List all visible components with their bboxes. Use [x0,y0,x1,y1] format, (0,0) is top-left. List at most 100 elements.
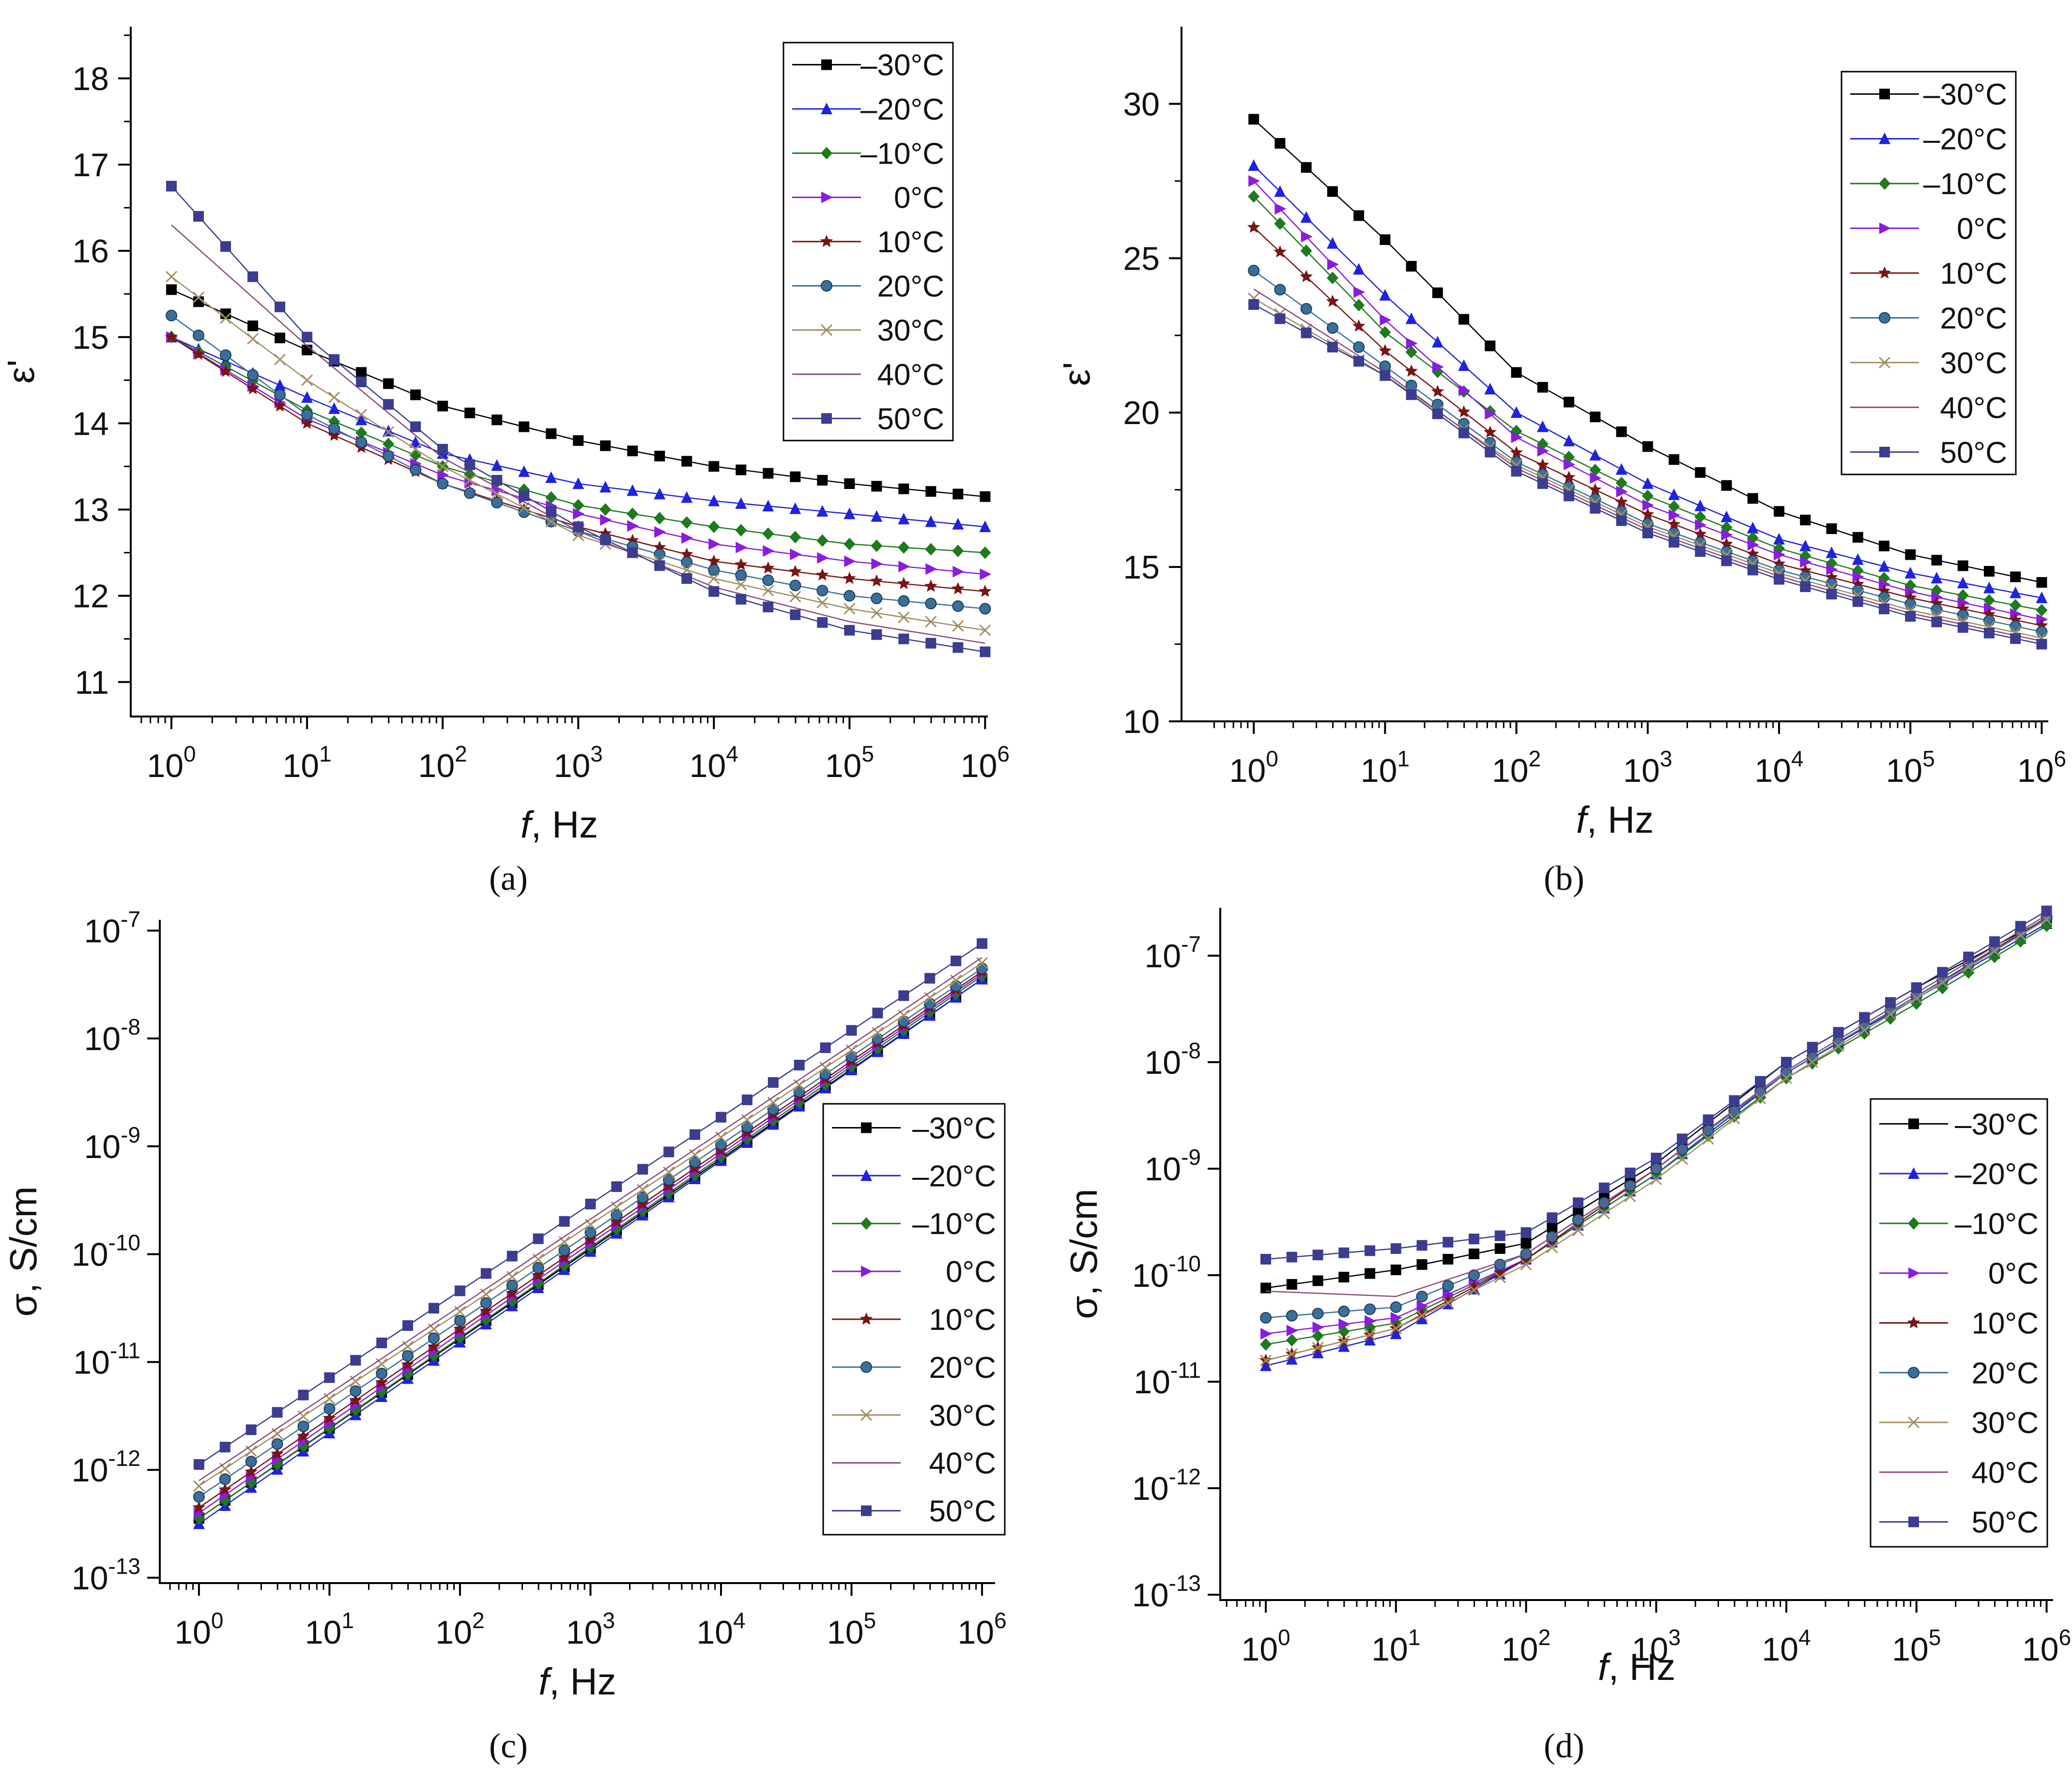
data-point [1957,622,1968,633]
data-point [1721,529,1733,541]
data-point [1573,1197,1584,1208]
data-point [736,541,748,553]
x-tick-label: 106 [2017,746,2066,789]
legend: –30°C –20°C –10°C 0°C 10°C 20°C 30°C 40°C 50°C [822,1103,1006,1536]
data-point [1536,420,1549,432]
data-point [246,382,260,395]
data-point [1260,1254,1272,1265]
data-point [1312,1329,1324,1342]
data-point [1989,936,2000,947]
data-point [762,500,774,512]
data-point [300,416,314,429]
data-point [218,1483,232,1495]
data-point [558,1250,571,1263]
data-point [1469,1234,1480,1245]
data-point [1443,1254,1454,1265]
legend-label: 10°C [1971,1307,2039,1341]
data-point [219,1442,230,1453]
data-point [491,488,503,500]
data-point [844,507,856,519]
data-point [355,409,368,421]
data-point [871,607,883,619]
data-point [762,574,774,586]
data-point [1537,478,1548,489]
data-point [1931,616,1942,627]
data-point [1260,1359,1272,1371]
legend-label: –30°C [1955,1108,2039,1141]
data-point [715,1139,727,1151]
data-point [1957,560,1968,571]
data-point [245,1465,258,1478]
data-point [1390,1301,1402,1313]
data-point [1260,1328,1273,1340]
data-point [247,271,259,282]
data-point [491,485,504,497]
data-point [1443,1236,1454,1248]
data-point [816,584,829,596]
x-tick-label: 104 [1754,746,1803,789]
data-point [533,1233,544,1244]
data-point [1458,314,1470,325]
data-point [844,590,856,602]
data-point [1248,175,1260,187]
data-point [790,609,801,620]
legend-swatch-marker [1908,1217,1919,1230]
data-point [506,1280,518,1292]
data-point [1911,982,1922,993]
data-point [1326,322,1338,334]
data-point [1274,217,1286,230]
data-point [1301,327,1312,338]
legend-label: 50°C [929,1495,996,1528]
data-point [1338,1305,1350,1317]
data-point [1390,1243,1401,1254]
data-point [375,1375,388,1388]
legend-swatch-marker [1878,266,1891,279]
data-point [794,1060,805,1071]
data-point [1878,603,1889,614]
y-tick-label: 10-12 [72,1446,140,1489]
data-point [1826,546,1838,558]
data-point [2010,586,2022,598]
data-point [356,367,367,378]
legend-label: 50°C [1940,436,2007,470]
data-point [1651,1153,1662,1163]
data-point [166,284,177,295]
x-tick-label: 102 [418,741,467,784]
data-point [1728,1113,1740,1125]
data-point [715,1112,726,1123]
data-point [1616,515,1627,526]
legend-label: –10°C [912,1207,996,1241]
data-point [1301,162,1312,173]
data-point [1668,488,1680,500]
data-point [871,558,883,570]
data-point [1380,234,1391,245]
data-point [736,594,747,605]
data-point [328,423,340,435]
data-point [1390,1327,1402,1339]
data-point [681,532,693,544]
series-8 [1260,905,2052,1265]
data-point [1563,434,1575,446]
data-point [1353,356,1365,367]
y-tick-label: 11 [75,664,109,701]
data-point [1852,532,1863,543]
series-8 [1248,299,2047,650]
data-point [518,465,530,477]
data-point [925,563,937,575]
data-point [402,1320,414,1331]
data-point [980,568,992,580]
data-point [1338,1247,1350,1258]
data-point [1274,185,1286,197]
x-tick-label: 100 [1241,1625,1290,1668]
data-point [1431,336,1443,348]
series-8 [166,181,991,657]
data-point [741,1094,752,1105]
data-point [519,421,530,432]
data-point [1520,1238,1532,1249]
data-point [1694,499,1706,511]
data-point [1937,967,1948,978]
data-point [1695,467,1706,478]
data-point [1364,1329,1376,1341]
data-point [816,568,829,581]
data-point [297,1429,310,1442]
